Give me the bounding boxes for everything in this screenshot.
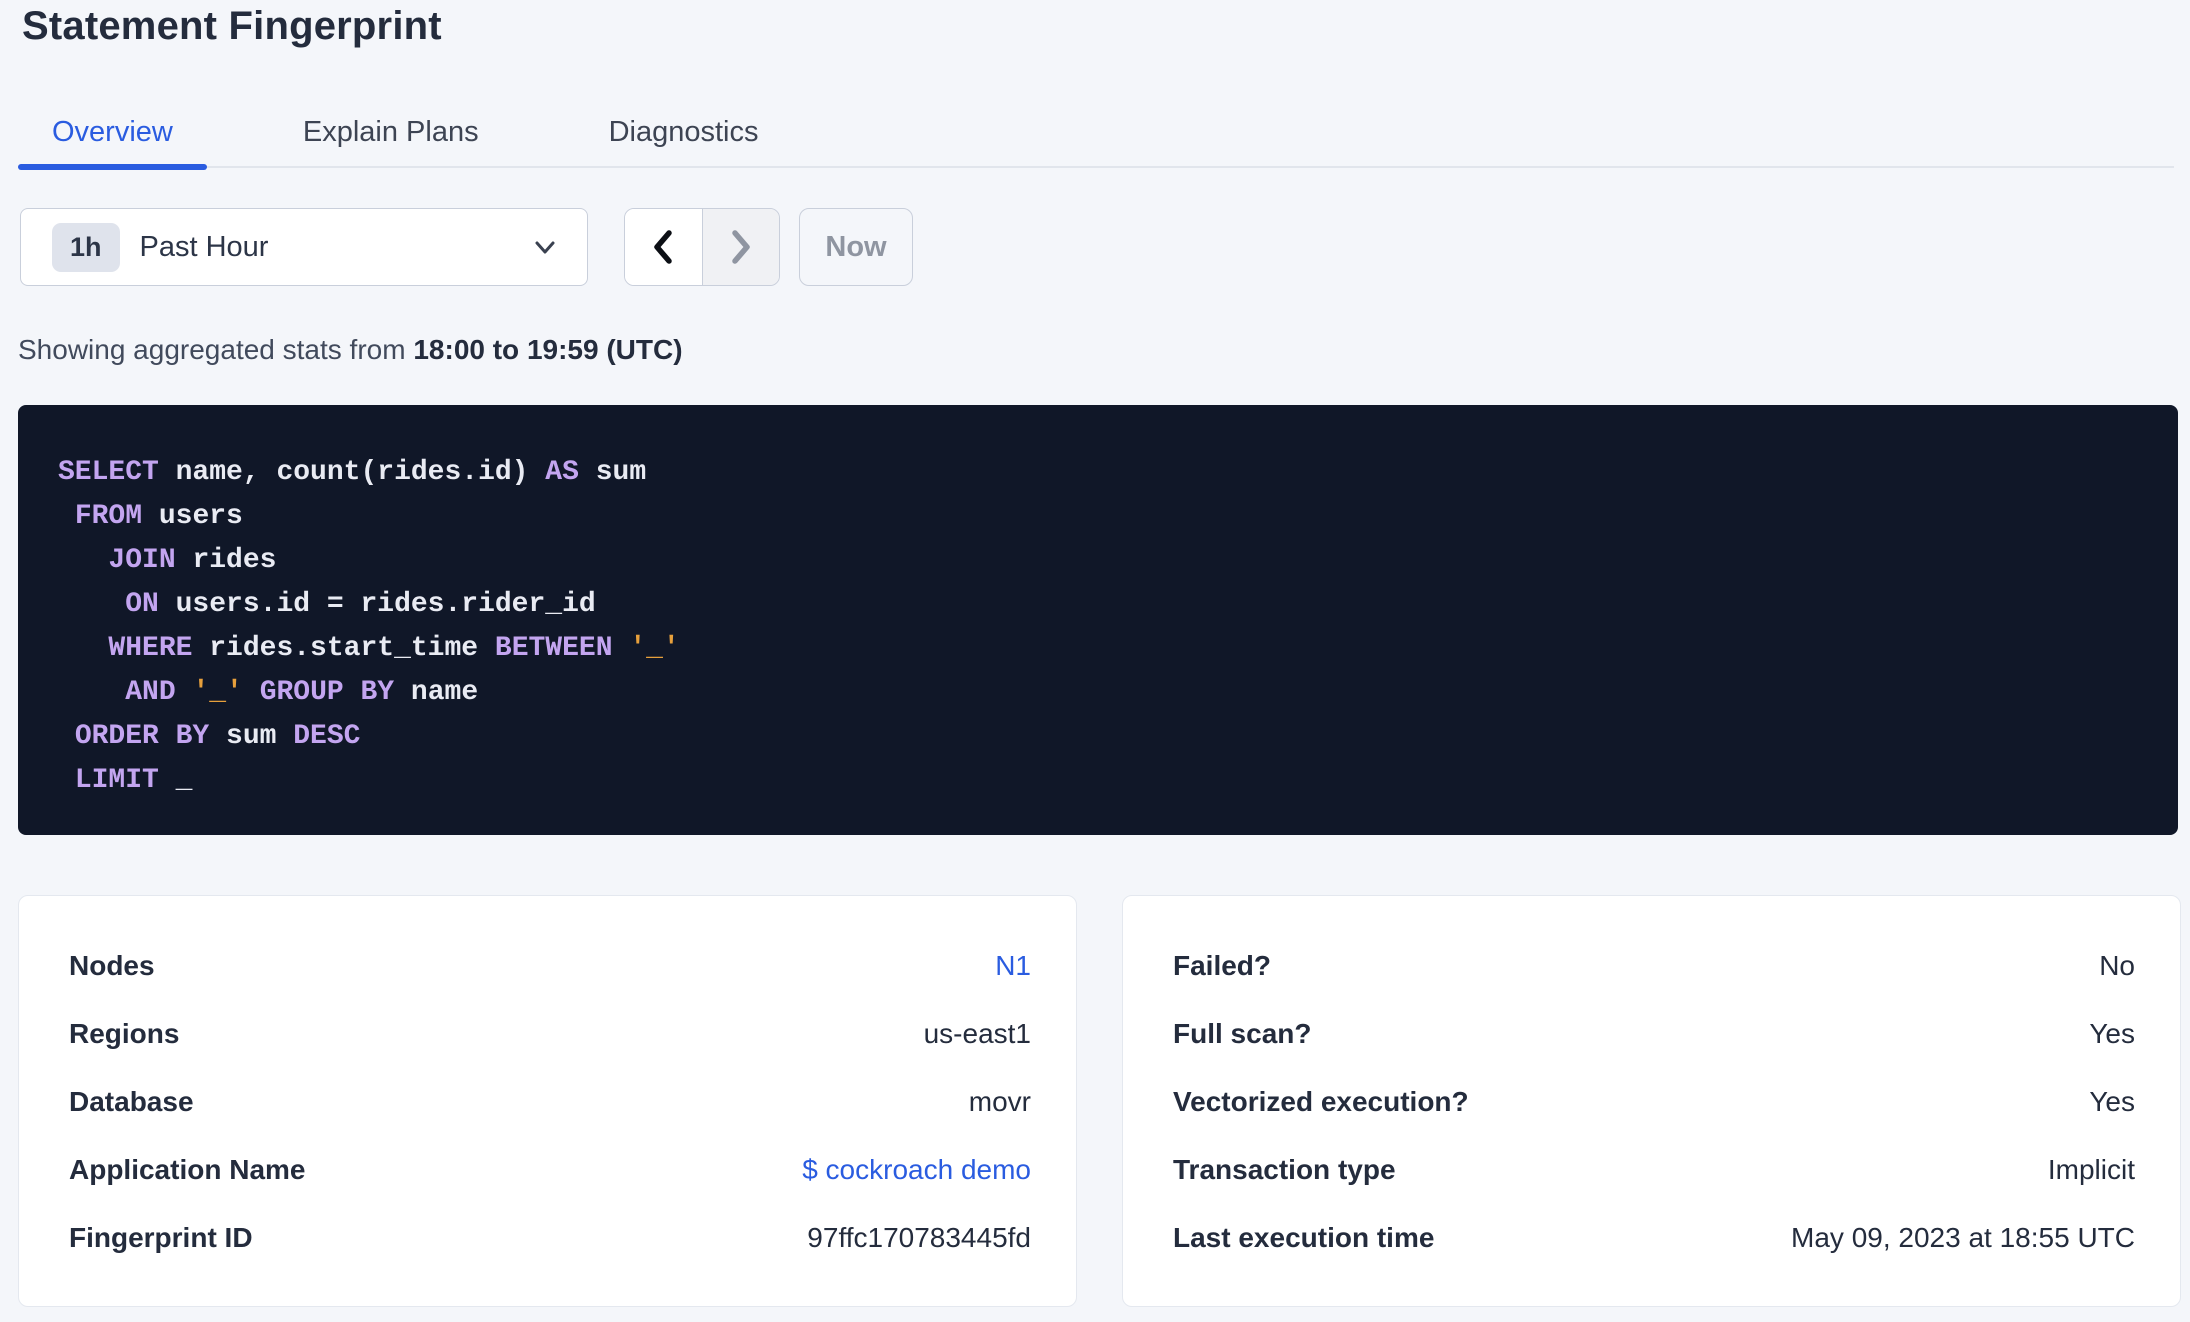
card-row: Nodes N1	[69, 932, 1031, 1000]
row-value: No	[2099, 950, 2135, 981]
chevron-down-icon	[529, 231, 561, 263]
details-card-left: Nodes N1 Regions us-east1 Database movr Applic…	[18, 895, 1077, 1307]
row-label: Full scan?	[1173, 1018, 1312, 1049]
time-nav-group	[624, 208, 780, 286]
row-value: movr	[968, 1086, 1031, 1117]
row-value-link[interactable]: N1	[995, 950, 1031, 981]
row-label: Application Name	[69, 1154, 306, 1185]
row-label: Regions	[69, 1018, 180, 1049]
row-label: Vectorized execution?	[1173, 1086, 1469, 1117]
card-row: Failed? No	[1173, 932, 2135, 1000]
row-label: Last execution time	[1173, 1222, 1435, 1253]
row-label: Failed?	[1173, 950, 1272, 981]
stats-time-range: 18:00 to 19:59 (UTC)	[413, 334, 683, 365]
row-value: Implicit	[2047, 1154, 2135, 1185]
sql-line: AND '_' GROUP BY name	[125, 677, 479, 708]
row-label: Fingerprint ID	[69, 1222, 253, 1253]
row-label: Database	[69, 1086, 194, 1117]
tab-overview[interactable]: Overview	[18, 104, 207, 170]
sql-line: ORDER BY sum DESC	[74, 721, 361, 752]
details-card-right: Failed? No Full scan? Yes Vectorized executi…	[1122, 895, 2181, 1307]
page-title: Statement Fingerprint	[22, 4, 442, 48]
row-value: May 09, 2023 at 18:55 UTC	[1791, 1222, 2135, 1253]
card-row: Transaction type Implicit	[1173, 1136, 2135, 1204]
time-range-select[interactable]: 1h Past Hour	[20, 208, 588, 286]
duration-badge: 1h	[52, 222, 120, 272]
chevron-left-icon	[645, 225, 681, 269]
row-value: Yes	[2089, 1018, 2135, 1049]
sql-statement-box: SELECT name, count(rides.id) AS sum FROM…	[18, 405, 2178, 835]
row-label: Nodes	[69, 950, 155, 981]
sql-line: LIMIT _	[74, 765, 193, 796]
card-row: Regions us-east1	[69, 1000, 1031, 1068]
sql-line: ON users.id = rides.rider_id	[125, 589, 596, 620]
chevron-right-icon	[723, 225, 759, 269]
row-value: 97ffc170783445fd	[807, 1222, 1031, 1253]
sql-line: WHERE rides.start_time BETWEEN '_'	[108, 633, 680, 664]
time-range-label: Past Hour	[139, 230, 269, 263]
sql-line: FROM users	[74, 501, 243, 532]
stats-prefix: Showing aggregated stats from	[18, 334, 414, 365]
card-row: Last execution time May 09, 2023 at 18:55…	[1173, 1204, 2135, 1272]
row-value: us-east1	[923, 1018, 1031, 1049]
aggregated-stats-summary: Showing aggregated stats from 18:00 to 1…	[18, 334, 683, 366]
prev-time-button[interactable]	[625, 209, 702, 285]
now-button[interactable]: Now	[799, 208, 913, 286]
tab-explain-plans[interactable]: Explain Plans	[302, 116, 479, 148]
card-row: Database movr	[69, 1068, 1031, 1136]
row-value-link[interactable]: $ cockroach demo	[802, 1154, 1031, 1185]
sql-line: JOIN rides	[108, 545, 277, 576]
next-time-button[interactable]	[701, 209, 779, 285]
tabs-bar: Overview Explain Plans Diagnostics	[18, 104, 2174, 170]
details-cards-row: Nodes N1 Regions us-east1 Database movr Applic…	[18, 895, 2181, 1307]
row-value: Yes	[2089, 1086, 2135, 1117]
card-row: Vectorized execution? Yes	[1173, 1068, 2135, 1136]
row-label: Transaction type	[1173, 1154, 1396, 1185]
sql-line: SELECT name, count(rides.id) AS sum	[58, 457, 647, 488]
time-picker-row: 1h Past Hour Now	[20, 208, 913, 286]
card-row: Application Name $ cockroach demo	[69, 1136, 1031, 1204]
card-row: Fingerprint ID 97ffc170783445fd	[69, 1204, 1031, 1272]
tab-diagnostics[interactable]: Diagnostics	[608, 116, 759, 148]
card-row: Full scan? Yes	[1173, 1000, 2135, 1068]
